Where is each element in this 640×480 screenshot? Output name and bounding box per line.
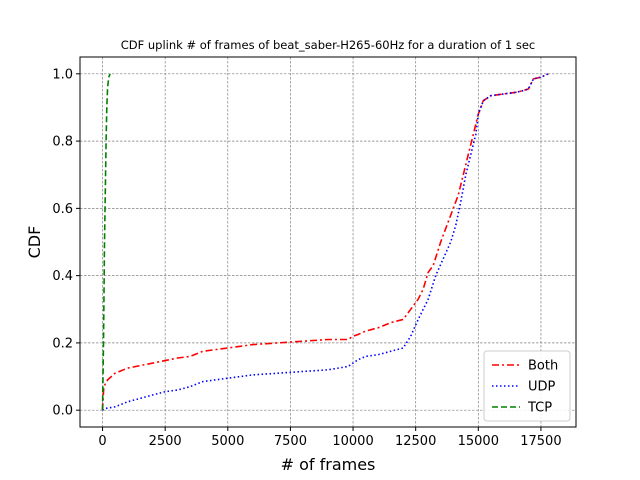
axes-frame	[79, 56, 577, 428]
series-tcp-line	[101, 73, 111, 411]
y-axis-label: CDF	[25, 226, 44, 259]
series-udp-line	[102, 73, 549, 411]
y-tick-label: 1.0	[52, 67, 73, 82]
x-tick-label: 15000	[458, 434, 499, 449]
legend-label-both: Both	[528, 359, 558, 374]
y-tick-label: 0.6	[52, 202, 73, 217]
x-tick-label: 5000	[211, 434, 244, 449]
legend-label-udp: UDP	[528, 380, 556, 395]
x-tick-label: 7500	[274, 434, 307, 449]
y-tick-label: 0.0	[52, 404, 73, 419]
legend: Both UDP TCP	[483, 350, 571, 422]
y-tick-label: 0.4	[52, 269, 73, 284]
chart-title: CDF uplink # of frames of beat_saber-H26…	[121, 38, 536, 52]
plot-area	[101, 73, 549, 411]
x-tick-label: 17500	[520, 434, 561, 449]
x-tick-label: 12500	[395, 434, 436, 449]
legend-box	[483, 350, 571, 422]
x-axis-label: # of frames	[281, 455, 376, 474]
ticks: 0 2500 5000 7500 10000 12500 15000 17500 0.0 0.2 0…	[52, 67, 561, 449]
x-tick-label: 2500	[149, 434, 182, 449]
y-tick-label: 0.2	[52, 336, 73, 351]
legend-label-tcp: TCP	[527, 401, 552, 416]
x-tick-label: 0	[98, 434, 106, 449]
y-tick-label: 0.8	[52, 135, 73, 150]
grid	[80, 57, 576, 427]
x-tick-label: 10000	[332, 434, 373, 449]
